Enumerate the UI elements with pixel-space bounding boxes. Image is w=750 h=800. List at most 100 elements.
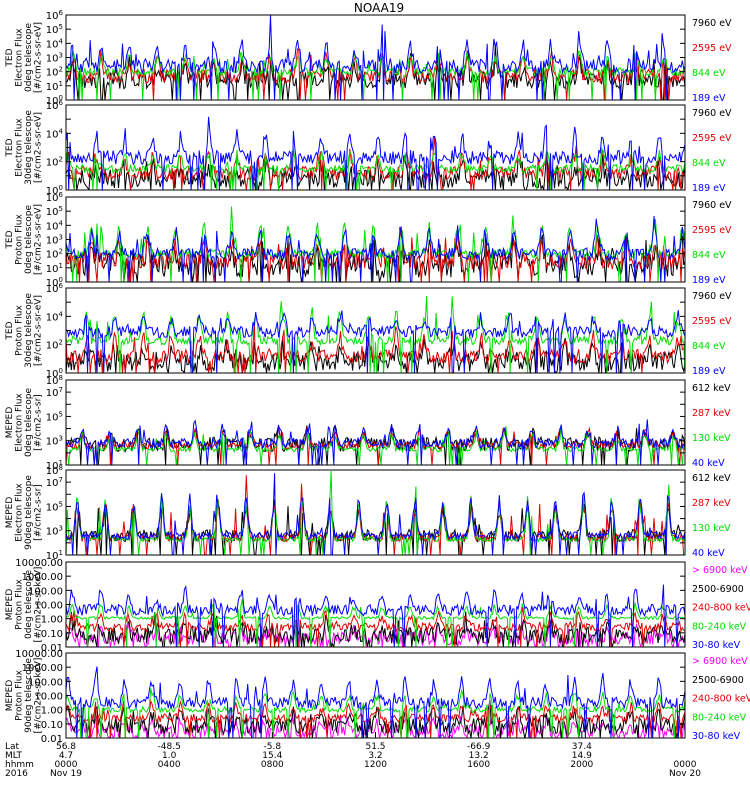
series-line-1 xyxy=(66,713,685,738)
legend-entry-3: 130 keV xyxy=(692,523,731,534)
y-tick-label: 1.00 xyxy=(41,615,63,626)
y-axis-label: 90deg telescope xyxy=(24,658,34,733)
x-tick-label: 1200 xyxy=(364,760,387,770)
series-line-2 xyxy=(66,700,685,738)
y-axis-label: [#/cm2-s-sr-eV] xyxy=(34,22,44,93)
y-axis-label: Proton Flux xyxy=(15,670,25,721)
panel-data xyxy=(66,470,685,555)
x-tick-label: 4.7 xyxy=(59,751,73,761)
x-tick-label: Nov 20 xyxy=(669,769,701,779)
x-tick-label: 3.2 xyxy=(368,751,382,761)
panel-7: 0.01 0.10 1.00 10.00 100.00 1000.00 10000.00 ME… xyxy=(5,558,750,654)
series-line-4 xyxy=(66,473,685,555)
y-axis-label: [#/cm2-s-sr-eV] xyxy=(34,112,44,183)
y-axis-label: Electron Flux xyxy=(15,118,25,177)
legend-entry-3: 130 keV xyxy=(692,433,731,444)
series-line-4 xyxy=(66,688,685,738)
legend-entry-1: 7960 eV xyxy=(692,291,732,302)
legend-entry-3: 844 eV xyxy=(692,341,726,352)
legend-entry-2: 2595 eV xyxy=(692,316,732,327)
y-axis-label: MEPED xyxy=(5,407,15,439)
x-tick-label: 13.2 xyxy=(469,751,489,761)
y-tick-label: 100.00 xyxy=(28,586,63,597)
legend-entry-1: 7960 eV xyxy=(692,18,732,29)
y-tick-label: 0.10 xyxy=(41,629,63,640)
y-tick-label: 10.00 xyxy=(34,692,63,703)
legend-entry-2: 2500-6900 xyxy=(692,675,744,686)
y-axis-label: TED xyxy=(5,48,15,67)
y-axis-label: [#/cm2-s-sr-keV] xyxy=(34,658,44,734)
y-axis-label: Proton Flux xyxy=(15,214,25,265)
y-axis-label: [#/cm2-s-sr] xyxy=(34,484,44,541)
y-tick-label: 10000.00 xyxy=(15,649,63,660)
legend-entry-4: 80-240 keV xyxy=(692,621,747,632)
y-axis-label: TED xyxy=(5,321,15,340)
legend-entry-4: 189 eV xyxy=(692,366,726,377)
x-tick-label: -48.5 xyxy=(158,742,181,752)
legend-entry-3: 240-800 keV xyxy=(692,694,750,705)
series-line-2 xyxy=(66,611,685,647)
series-line-3 xyxy=(66,295,685,373)
y-axis-label: Electron Flux xyxy=(15,393,25,452)
series-line-2 xyxy=(66,325,685,373)
legend-entry-4: 40 keV xyxy=(692,548,725,559)
y-axis-label: 0deg telescope xyxy=(24,23,34,93)
legend-entry-1: 7960 eV xyxy=(692,200,732,211)
x-tick-label: 56.8 xyxy=(56,742,76,752)
legend-entry-4: 189 eV xyxy=(692,93,726,104)
legend-entry-1: 612 keV xyxy=(692,383,731,394)
panel-data xyxy=(66,15,685,100)
legend-entry-4: 189 eV xyxy=(692,275,726,286)
x-tick-label: 1600 xyxy=(467,760,490,770)
y-tick-label: 1000.00 xyxy=(22,572,63,583)
y-axis-label: TED xyxy=(5,138,15,157)
legend-entry-4: 80-240 keV xyxy=(692,712,747,723)
y-tick-label: 10000.00 xyxy=(15,558,63,569)
y-axis-label: MEPED xyxy=(5,680,15,712)
x-tick-label: 1.0 xyxy=(162,751,177,761)
x-row-label: hhmm xyxy=(5,760,34,770)
y-axis-label: [#/cm2-s-sr] xyxy=(34,394,44,451)
series-line-4 xyxy=(66,599,685,647)
y-axis-label: Electron Flux xyxy=(15,483,25,542)
panel-data xyxy=(66,666,685,738)
y-tick-label: 1.00 xyxy=(41,706,63,717)
y-axis-label: [#/cm2-s-sr-keV] xyxy=(34,567,44,643)
y-axis-label: 30deg telescope xyxy=(24,293,34,368)
legend-entry-2: 2595 eV xyxy=(692,225,732,236)
panel-data xyxy=(66,295,685,373)
legend-entry-2: 287 keV xyxy=(692,498,731,509)
series-line-4 xyxy=(66,116,685,190)
series-line-3 xyxy=(66,699,685,738)
series-line-3 xyxy=(66,603,685,647)
x-tick-label: 2000 xyxy=(570,760,593,770)
legend-entry-2: 287 keV xyxy=(692,408,731,419)
x-tick-label: -5.8 xyxy=(264,742,282,752)
x-tick-label: 0000 xyxy=(55,760,78,770)
panel-data xyxy=(66,419,685,465)
y-axis-label: 90deg telescope xyxy=(24,475,34,550)
legend-entry-4: 189 eV xyxy=(692,183,726,194)
y-tick-label: 10.00 xyxy=(34,601,63,612)
x-tick-label: 51.5 xyxy=(365,742,385,752)
legend-entry-1: > 6900 keV xyxy=(692,565,748,576)
y-axis-label: 0deg telescope xyxy=(24,388,34,458)
y-axis-label: Electron Flux xyxy=(15,28,25,87)
panel-8: 0.01 0.10 1.00 10.00 100.00 1000.00 10000.00 ME… xyxy=(5,649,750,745)
x-tick-label: 37.4 xyxy=(572,742,592,752)
y-axis-label: 0deg telescope xyxy=(24,570,34,640)
x-tick-label: 0800 xyxy=(261,760,284,770)
y-axis-label: MEPED xyxy=(5,589,15,621)
y-axis-label: [#/cm2-s-sr-eV] xyxy=(34,204,44,275)
series-line-4 xyxy=(66,15,685,100)
series-line-4 xyxy=(66,310,685,373)
legend-entry-3: 240-800 keV xyxy=(692,603,750,614)
y-axis-label: Proton Flux xyxy=(15,305,25,356)
chart-title: NOAA19 xyxy=(354,1,404,15)
series-line-5 xyxy=(66,666,685,738)
series-line-4 xyxy=(66,419,685,465)
